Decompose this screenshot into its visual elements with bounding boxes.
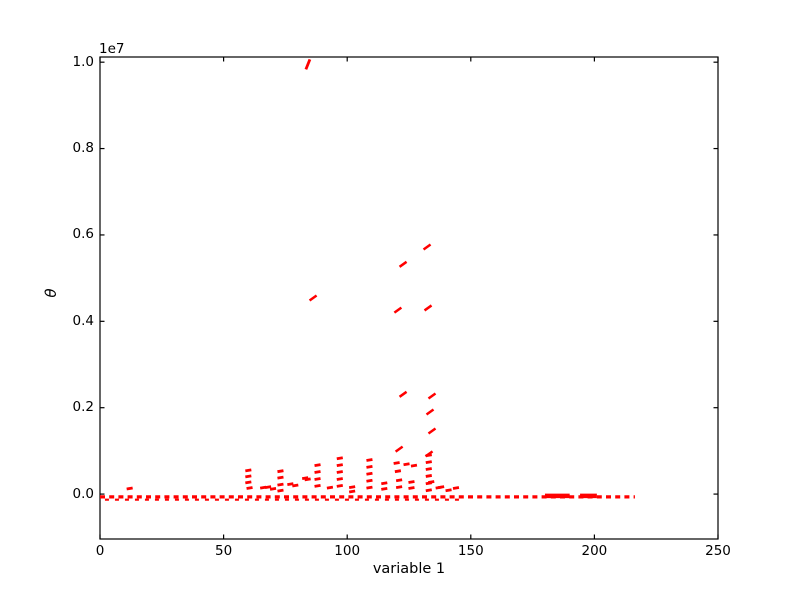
data-point-dash: [245, 474, 252, 479]
data-point-dash: [336, 477, 344, 481]
data-point-dash: [381, 487, 388, 491]
y-tick-label: 0.2: [72, 399, 94, 416]
x-tick-label: 250: [705, 543, 731, 559]
y-tick-label: 0.8: [72, 140, 94, 157]
data-point-dash: [425, 460, 433, 465]
data-point-dash: [301, 476, 309, 480]
data-point-dash: [277, 469, 284, 474]
data-point-dash: [394, 469, 402, 474]
x-axis-label: variable 1: [372, 561, 446, 577]
y-tick-label: 0.4: [72, 312, 94, 329]
data-point-dash: [292, 483, 299, 488]
data-point-dash: [398, 390, 408, 398]
data-point-dash: [425, 467, 433, 471]
plot-area-frame: [99, 56, 719, 540]
data-point-dash: [348, 485, 356, 490]
data-point-dash: [395, 478, 403, 483]
data-point-dash: [422, 243, 432, 251]
data-point-dash: [287, 482, 294, 487]
data-point-dash: [410, 463, 418, 468]
x-tick-label: 150: [457, 543, 484, 559]
data-point-dash: [366, 478, 373, 483]
x-tick-label: 50: [215, 543, 233, 559]
y-axis-label: θ: [42, 288, 60, 298]
data-point-dash: [427, 427, 437, 435]
data-point-dash: [246, 486, 253, 490]
data-point-dash: [277, 475, 284, 480]
data-point-dash: [348, 489, 356, 494]
data-point-dash: [314, 477, 321, 481]
data-point-dash: [245, 480, 252, 485]
data-point-dash: [425, 474, 433, 478]
data-point-dash: [366, 458, 373, 462]
data-point-dash: [336, 456, 344, 461]
data-point-dash: [277, 488, 284, 493]
data-point-dash: [393, 461, 400, 465]
data-point-dash: [304, 58, 312, 70]
data-point-dash: [304, 477, 311, 482]
y-tick-label: 0.0: [72, 485, 94, 502]
data-point-dash: [245, 468, 252, 473]
data-point-dash: [326, 485, 334, 490]
data-point-dash: [336, 463, 344, 468]
data-point-dash: [269, 487, 277, 491]
data-point-dash: [394, 445, 404, 453]
y-axis-offset-text: 1e7: [99, 41, 125, 57]
x-tick-label: 100: [334, 543, 361, 559]
data-point-dash: [336, 470, 344, 474]
data-point-dash: [395, 485, 403, 490]
data-point-dash: [381, 481, 388, 486]
data-point-dash: [314, 483, 321, 488]
data-point-dash: [336, 483, 344, 488]
y-tick-label: 1.0: [72, 53, 94, 70]
data-point-dash: [366, 464, 373, 469]
data-point-dash: [428, 480, 435, 484]
data-point-dash: [445, 488, 452, 493]
data-point-dash: [264, 485, 272, 490]
data-point-dash: [398, 260, 408, 268]
data-point-dash: [393, 306, 403, 314]
data-point-dash: [408, 486, 415, 490]
data-point-dash: [126, 486, 133, 491]
x-tick-label: 0: [95, 543, 105, 559]
data-point-dash: [366, 485, 373, 490]
data-point-dash: [366, 471, 373, 476]
data-point-dash: [424, 450, 434, 458]
data-point-dash: [437, 485, 445, 490]
y-tick-label: 0.6: [72, 226, 94, 243]
data-point-dash: [427, 392, 437, 400]
data-point-dash: [308, 294, 318, 302]
data-point-dash: [403, 462, 410, 467]
data-point-dash: [423, 304, 433, 312]
data-point-dash: [425, 488, 433, 493]
data-point-dash: [314, 463, 321, 468]
data-point-dash: [314, 470, 321, 474]
data-point-dash: [277, 482, 284, 487]
data-point-dash: [452, 486, 460, 490]
x-tick-label: 200: [581, 543, 608, 559]
data-point-dash: [425, 408, 435, 416]
data-point-dash: [408, 480, 415, 484]
